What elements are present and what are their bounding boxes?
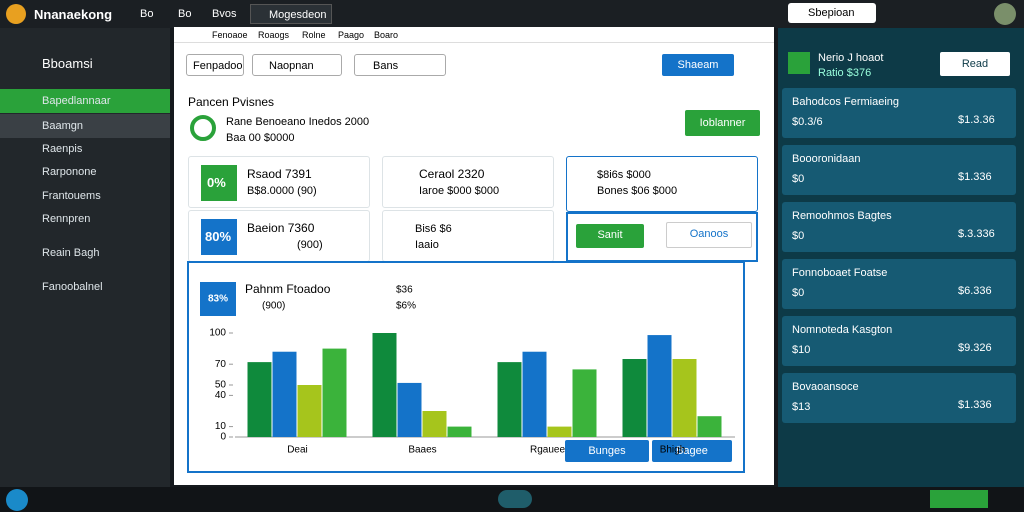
list-item[interactable]: Boooronidaan $0 $1.336 [782,145,1016,195]
taskbar [0,487,1024,512]
avatar[interactable] [994,3,1016,25]
card-title: Bis6 $6 [415,223,452,235]
item-name: Bovaoansoce [792,381,859,393]
item-value: $1.336 [958,171,992,183]
item-value: $1.336 [958,399,992,411]
chart-button[interactable]: Bagee [652,440,732,462]
brand: Nnanaekong [34,7,113,22]
nav-item[interactable]: Mogesdeon [250,4,332,24]
tab[interactable]: Roaogs [258,30,290,40]
nav-item[interactable]: Bo [178,8,192,20]
list-item[interactable]: Bahodcos Fermiaeing $0.3/6 $1.3.36 [782,88,1016,138]
item-left: $0 [792,287,805,299]
sidebar-item[interactable]: Rarponone [42,166,97,178]
filter[interactable]: Naopnan [252,54,342,76]
item-value: $6.336 [958,285,992,297]
item-left: $0.3/6 [792,116,823,128]
sidebar-item[interactable]: Reain Bagh [42,247,100,259]
sidebar-item[interactable]: Raenpis [42,143,83,155]
card: Ceraol 2320 Iaroe $000 $000 [382,156,554,208]
tab-bar: Fenoaoe Roaogs Rolne Paago Boaro [174,27,774,43]
main-panel: Fenoaoe Roaogs Rolne Paago Boaro Fenpado… [174,27,774,485]
filter[interactable]: Bans [354,54,446,76]
card: 0% Rsaod 7391 B$8.0000 (90) [188,156,370,208]
sidebar-item[interactable]: Baamgn [0,114,170,138]
summary: Baa 00 $0000 [226,132,295,144]
item-value: $.3.336 [958,228,995,240]
list-item[interactable]: Bovaoansoce $13 $1.336 [782,373,1016,423]
card-sub: B$8.0000 (90) [247,185,317,197]
summary: Rane Benoeano Inedos 2000 [226,116,370,128]
sidebar-item[interactable]: Fanoobalnel [42,281,103,293]
card-title: Ceraol 2320 [419,167,485,181]
card: Bis6 $6 Iaaio [382,210,554,262]
item-value: $1.3.36 [958,114,995,126]
item-left: $10 [792,344,811,356]
right-title: Nerio J hoaot [818,52,884,64]
card-title: $8i6s $000 [597,169,651,181]
icon [788,52,810,74]
item-left: $0 [792,230,805,242]
tab[interactable]: Boaro [374,30,399,40]
taskbar-app[interactable] [930,490,988,508]
search-button[interactable]: Sbepioan [788,3,876,23]
chart-button[interactable]: Bunges [565,440,649,462]
card-title: Baeion 7360 [247,221,315,235]
card-sub: Iaaio [415,239,439,251]
top-bar: Nnanaekong Bo Bo Bvos Mogesdeon Sbepioan [0,0,1024,28]
card: $8i6s $000 Bones $06 $000 [566,156,758,212]
icon [190,115,216,141]
taskbar-app[interactable] [498,490,532,508]
button[interactable]: Sanit [576,224,644,248]
badge: 80% [201,219,237,255]
nav-item[interactable]: Bo [140,8,154,20]
list-item[interactable]: Fonnoboaet Foatse $0 $6.336 [782,259,1016,309]
tab[interactable]: Fenoaoe [212,30,248,40]
item-name: Bahodcos Fermiaeing [792,96,900,108]
read-button[interactable]: Read [940,52,1010,76]
badge: 0% [201,165,237,201]
logo [6,4,26,24]
sidebar-item[interactable]: Frantouems [42,190,101,202]
item-left: $13 [792,401,811,413]
tab[interactable]: Paago [338,30,365,40]
item-value: $9.326 [958,342,992,354]
card-title: Rsaod 7391 [247,167,312,181]
start-button[interactable] [6,489,28,511]
card-sub: Iaroe $000 $000 [419,185,500,197]
item-name: Fonnoboaet Foatse [792,267,888,279]
sidebar-item[interactable]: Bapedlannaar [0,89,170,113]
button[interactable]: Ioblanner [685,110,760,136]
card: 80% Baeion 7360 (900) [188,210,370,262]
list-item[interactable]: Remoohmos Bagtes $0 $.3.336 [782,202,1016,252]
nav-item[interactable]: Bvos [212,8,237,20]
tab[interactable]: Rolne [302,30,326,40]
item-name: Boooronidaan [792,153,861,165]
heading: Pancen Pvisnes [188,95,275,109]
sidebar-title: Bboamsi [42,56,93,71]
card-sub: Bones $06 $000 [597,185,678,197]
item-name: Remoohmos Bagtes [792,210,892,222]
filter[interactable]: Fenpadoo [186,54,244,76]
item-left: $0 [792,173,805,185]
action-card: Sanit Oanoos [566,212,758,262]
card-sub: (900) [297,239,323,251]
button[interactable]: Oanoos [666,222,752,248]
sidebar-item[interactable]: Rennpren [42,213,91,225]
list-item[interactable]: Nomnoteda Kasgton $10 $9.326 [782,316,1016,366]
action-button[interactable]: Shaeam [662,54,734,76]
item-name: Nomnoteda Kasgton [792,324,893,336]
right-subtitle: Ratio $376 [818,67,872,79]
